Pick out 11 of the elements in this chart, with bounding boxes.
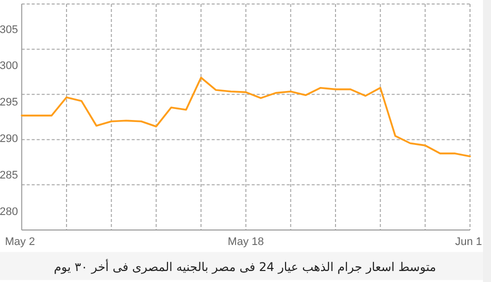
y-tick-label: 305 [0,24,18,36]
x-tick-label: May 2 [5,236,35,248]
y-tick-label: 285 [0,170,18,182]
x-tick-label: Jun 1 [455,236,482,248]
y-tick-label: 280 [0,206,18,218]
y-tick-label: 295 [0,96,18,109]
text: متوسط اسعار جرام الذهب عيار 24 فى مصر بالجنيه المصرى فى أخر ٣٠ يوم [54,259,436,274]
line-series [20,76,471,158]
x-tick-label: May 18 [228,236,264,248]
y-tick-label: 290 [0,133,18,146]
y-tick-label: 300 [0,60,18,72]
